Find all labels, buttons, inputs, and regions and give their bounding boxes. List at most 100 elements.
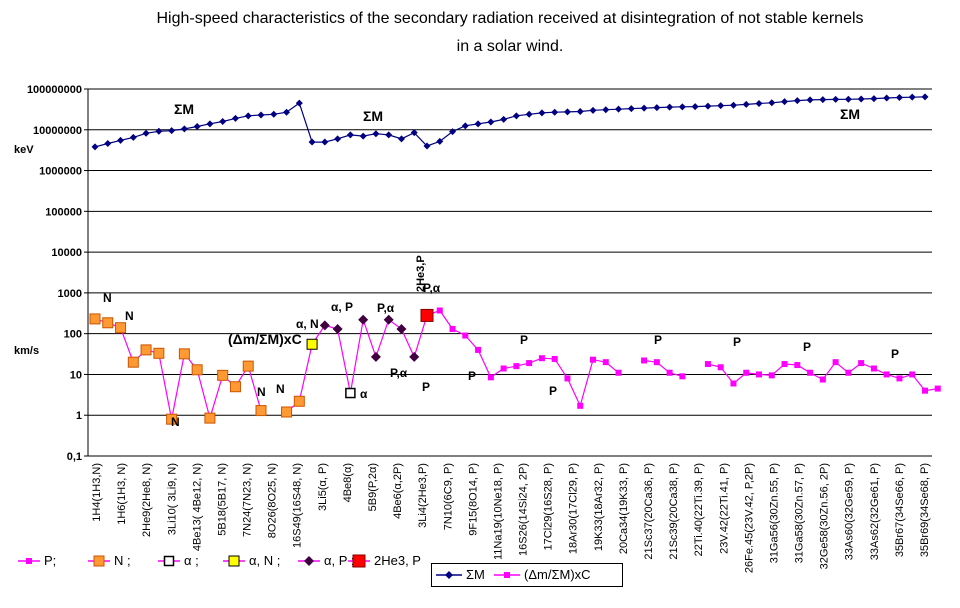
ratio-point-p bbox=[602, 359, 609, 366]
note-n: N bbox=[171, 415, 180, 429]
ratio-point-n bbox=[229, 381, 241, 393]
sum-point bbox=[781, 98, 789, 106]
marker-legend-alpha-n-swatch bbox=[223, 555, 245, 566]
unit-label-kev: keV bbox=[14, 144, 34, 156]
marker-legend-alpha: α ; bbox=[158, 553, 199, 568]
note-alpha: α bbox=[360, 387, 368, 401]
ratio-point-p bbox=[717, 364, 724, 371]
note-n: N bbox=[103, 291, 112, 305]
sum-point bbox=[908, 93, 916, 101]
ratio-point-p bbox=[590, 356, 596, 363]
note-n: N bbox=[276, 382, 285, 396]
ratio-point-alpha-p bbox=[409, 351, 420, 362]
ratio-point-n bbox=[255, 405, 267, 417]
marker-legend-alpha-n: α, N ; bbox=[223, 553, 280, 568]
marker-legend-alpha-p: α, P ; bbox=[298, 553, 354, 568]
sum-point bbox=[385, 131, 393, 139]
note-p: P bbox=[549, 384, 557, 398]
y-tick-label: 10000 bbox=[51, 247, 82, 259]
ratio-point-p bbox=[756, 371, 762, 378]
sum-point bbox=[832, 95, 840, 103]
sum-point bbox=[883, 94, 891, 102]
marker-legend-alpha-p-label: α, P ; bbox=[324, 553, 355, 568]
note-p: P bbox=[891, 347, 899, 361]
x-tick-label: 31Ga58(30Zn.57, P) bbox=[794, 463, 806, 563]
sum-point bbox=[474, 120, 482, 128]
note-p: P bbox=[468, 369, 476, 383]
sum-point bbox=[755, 100, 763, 108]
sum-point bbox=[627, 105, 635, 113]
ratio-point-p bbox=[577, 402, 584, 409]
sum-point bbox=[653, 104, 661, 112]
ratio-point-n bbox=[115, 322, 127, 334]
ratio-point-p bbox=[909, 371, 916, 378]
title-line-1: High-speed characteristics of the second… bbox=[156, 10, 864, 27]
sum-point bbox=[678, 103, 686, 111]
marker-legend-he3: 2He3, P bbox=[348, 553, 421, 568]
sum-point bbox=[563, 108, 571, 116]
sum-point bbox=[193, 123, 201, 131]
legend-item-ratio: (Δm/ΣM)xC bbox=[494, 567, 591, 582]
sum-point bbox=[551, 108, 559, 116]
note-he3-p: P,α bbox=[423, 281, 441, 295]
legend-sum-label: ΣM bbox=[466, 567, 485, 582]
x-tick-label: 31Ga56(30Zn.55, P) bbox=[768, 463, 780, 563]
x-tick-label: 2He9(2He8, N) bbox=[141, 463, 153, 537]
sum-point bbox=[691, 103, 699, 111]
sum-point bbox=[844, 95, 852, 103]
x-tick-label: 35Br69(34Se68, P) bbox=[919, 463, 931, 557]
ratio-point-n bbox=[140, 344, 152, 356]
sum-point bbox=[155, 127, 163, 135]
sum-point bbox=[870, 95, 878, 103]
x-tick-label: 4Be13( 4Be12, N) bbox=[191, 463, 203, 551]
sum-point bbox=[410, 129, 418, 137]
x-tick-label: 3Li10( 3Li9, N) bbox=[166, 463, 178, 535]
ratio-point-n bbox=[127, 356, 139, 368]
sum-point bbox=[806, 96, 814, 104]
ratio-point-p bbox=[462, 332, 469, 339]
x-tick-label: 3Li4(2He3,P) bbox=[417, 463, 429, 528]
sum-point bbox=[512, 112, 520, 120]
note-sum: ΣM bbox=[840, 106, 860, 122]
note-p-alpha: P,α bbox=[390, 366, 408, 380]
y-tick-label: 100000 bbox=[45, 206, 82, 218]
ratio-point-p bbox=[704, 361, 711, 368]
x-tick-label: 5B18(5B17, N) bbox=[216, 463, 228, 536]
note-sum: ΣM bbox=[174, 101, 194, 117]
y-tick-label: 0,1 bbox=[67, 451, 82, 463]
ratio-point-p bbox=[858, 360, 865, 367]
ratio-point-p bbox=[641, 357, 648, 364]
sum-point bbox=[168, 127, 176, 135]
ratio-point-alpha-p bbox=[319, 320, 330, 331]
ratio-point-p bbox=[475, 346, 482, 353]
sum-point bbox=[104, 140, 112, 148]
x-tick-label: 18Ar30(17Cl29, P) bbox=[568, 463, 580, 554]
sum-point bbox=[793, 97, 801, 105]
x-tick-label: 33As60(32Ge59, P) bbox=[844, 463, 856, 560]
ratio-point-n bbox=[178, 348, 190, 360]
x-tick-label: 7N24(7N23, N) bbox=[242, 463, 254, 537]
unit-label-kms: km/s bbox=[14, 345, 39, 357]
marker-legend-alpha-p-swatch bbox=[298, 555, 320, 566]
marker-legend-p-label: P; bbox=[44, 553, 57, 568]
ratio-point-p bbox=[487, 374, 494, 381]
x-tick-label: 17Cl29(16S28, P) bbox=[543, 463, 555, 550]
marker-legend-alpha-swatch bbox=[158, 555, 180, 566]
sum-point bbox=[180, 125, 188, 133]
note-sum: ΣM bbox=[363, 108, 383, 124]
ratio-point-alpha bbox=[345, 387, 356, 399]
x-tick-label: 1H6(1H3, N) bbox=[116, 463, 128, 525]
series-sum-line bbox=[94, 96, 926, 148]
x-tick-label: 5B9(P,2α) bbox=[367, 463, 379, 511]
marker-legend: P; N ; α ; α, N ; α, P ; 2He3, P bbox=[18, 551, 448, 575]
sum-point bbox=[895, 93, 903, 101]
note-p: P bbox=[733, 335, 741, 349]
ratio-point-n bbox=[166, 413, 178, 425]
legend-sum-swatch bbox=[436, 570, 462, 579]
x-tick-label: 4Be8(α) bbox=[342, 463, 354, 502]
ratio-point-p bbox=[449, 326, 456, 333]
ratio-point-n bbox=[204, 412, 216, 424]
x-tick-label: 8O26(8O25, N) bbox=[267, 463, 279, 538]
ratio-point-p bbox=[538, 355, 545, 362]
